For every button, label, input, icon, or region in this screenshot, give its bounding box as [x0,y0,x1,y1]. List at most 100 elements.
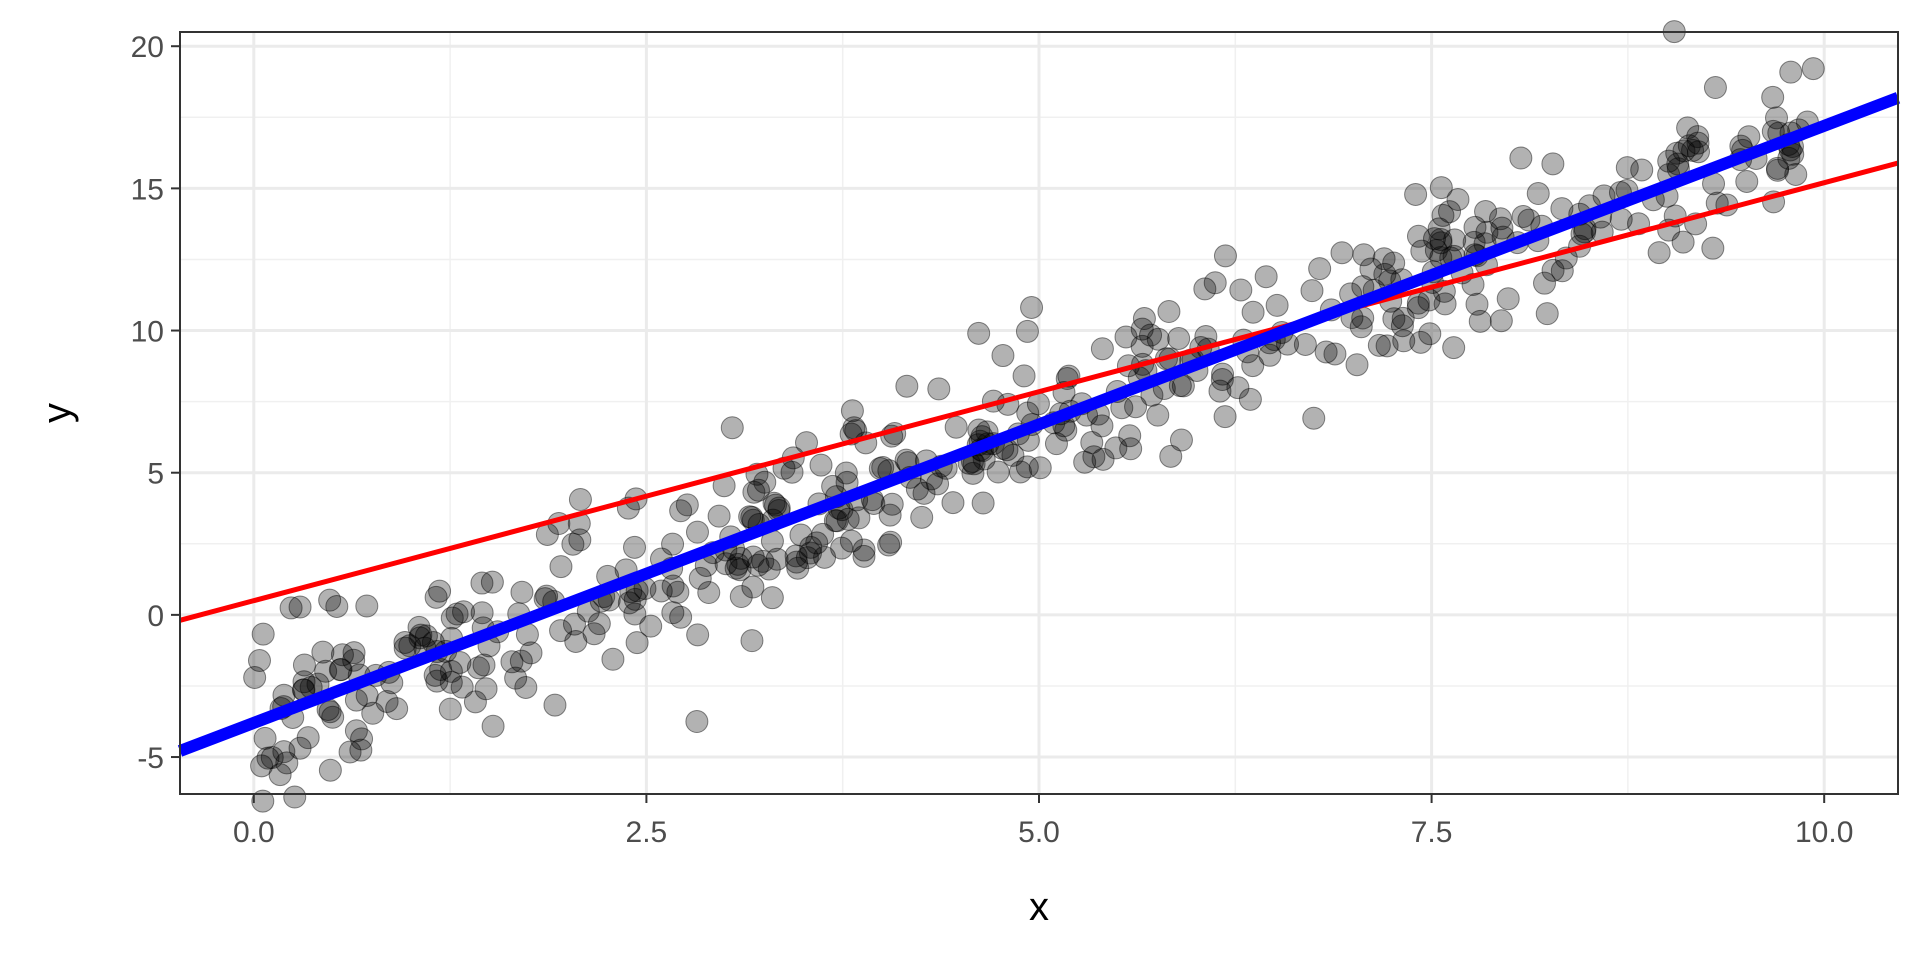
data-point [1367,333,1391,357]
data-point [1082,445,1106,469]
data-point [1438,200,1462,224]
data-point [1701,236,1725,260]
data-point [321,705,345,729]
data-point [1647,241,1671,265]
data-point [445,602,469,626]
data-point [780,460,804,484]
data-point [423,663,447,687]
data-point [1392,329,1416,353]
data-point [786,556,810,580]
data-point [1686,131,1710,155]
x-axis: 0.0 2.5 5.0 7.5 10.0 [233,794,1853,849]
data-point [1429,231,1453,255]
data-point [1020,296,1044,320]
data-point [879,530,903,554]
data-point [762,491,786,515]
data-point [746,478,770,502]
data-point [728,558,752,582]
data-point [1265,293,1289,317]
data-point [440,606,464,630]
data-point [409,623,433,647]
data-point [738,505,762,529]
y-tick-label: 10 [131,316,164,349]
data-point [1463,215,1487,239]
y-tick-label: 5 [147,458,164,491]
data-point [342,641,366,665]
data-point [1167,327,1191,351]
data-point [685,710,709,734]
data-point [895,374,919,398]
data-point [268,763,292,787]
data-point [666,580,690,604]
x-tick-label: 5.0 [1018,816,1060,849]
data-point [1735,169,1759,193]
data-point [1761,85,1785,109]
data-point [1509,146,1533,170]
data-point [350,727,374,751]
data-point [1801,57,1825,81]
data-point [809,453,833,477]
data-point [967,321,991,345]
data-point [1465,292,1489,316]
data-point [1146,403,1170,427]
data-point [514,675,538,699]
data-point [1091,447,1115,471]
data-point [1193,277,1217,301]
data-point [1672,139,1696,163]
data-point [757,557,781,581]
data-point [1008,460,1032,484]
data-point [1015,319,1039,343]
data-point [1779,60,1803,84]
data-point [926,472,950,496]
data-point [1308,257,1332,281]
data-point [1427,217,1451,241]
red-fit-line [179,160,1899,623]
x-tick-label: 2.5 [626,816,668,849]
data-point [720,416,744,440]
data-point [740,629,764,653]
data-point [288,595,312,619]
data-point [1104,436,1128,460]
data-point [472,653,496,677]
data-point [878,503,902,527]
data-point [1423,227,1447,251]
data-point [256,746,280,770]
data-point [1226,376,1250,400]
data-point [944,415,968,439]
data-point [318,700,342,724]
data-point [1382,251,1406,275]
data-point [1686,140,1710,164]
data-point [1157,300,1181,324]
data-point [425,669,449,693]
data-point [1433,292,1457,316]
data-point [1352,243,1376,267]
data-point [1489,207,1513,231]
data-point [1130,317,1154,341]
data-point [1238,387,1262,411]
data-point [1541,152,1565,176]
data-point [296,726,320,750]
data-point [836,507,860,531]
data-point [250,754,274,778]
y-axis: -5 0 5 10 15 20 [131,31,180,775]
data-point [1550,259,1574,283]
data-point [847,506,871,530]
x-tick-label: 0.0 [233,816,275,849]
data-point [811,522,835,546]
data-point [428,579,452,603]
data-point [253,726,277,750]
x-tick-label: 10.0 [1795,816,1853,849]
data-point [910,505,934,529]
data-point [1630,158,1654,182]
data-point [568,528,592,552]
data-point [424,585,448,609]
data-point [330,643,354,667]
data-point [1391,306,1415,330]
data-point [764,493,788,517]
data-point [669,605,693,629]
data-point [1349,315,1373,339]
data-point [1703,76,1727,100]
data-point [549,619,573,643]
data-point [1533,271,1557,295]
data-point [1475,220,1499,244]
